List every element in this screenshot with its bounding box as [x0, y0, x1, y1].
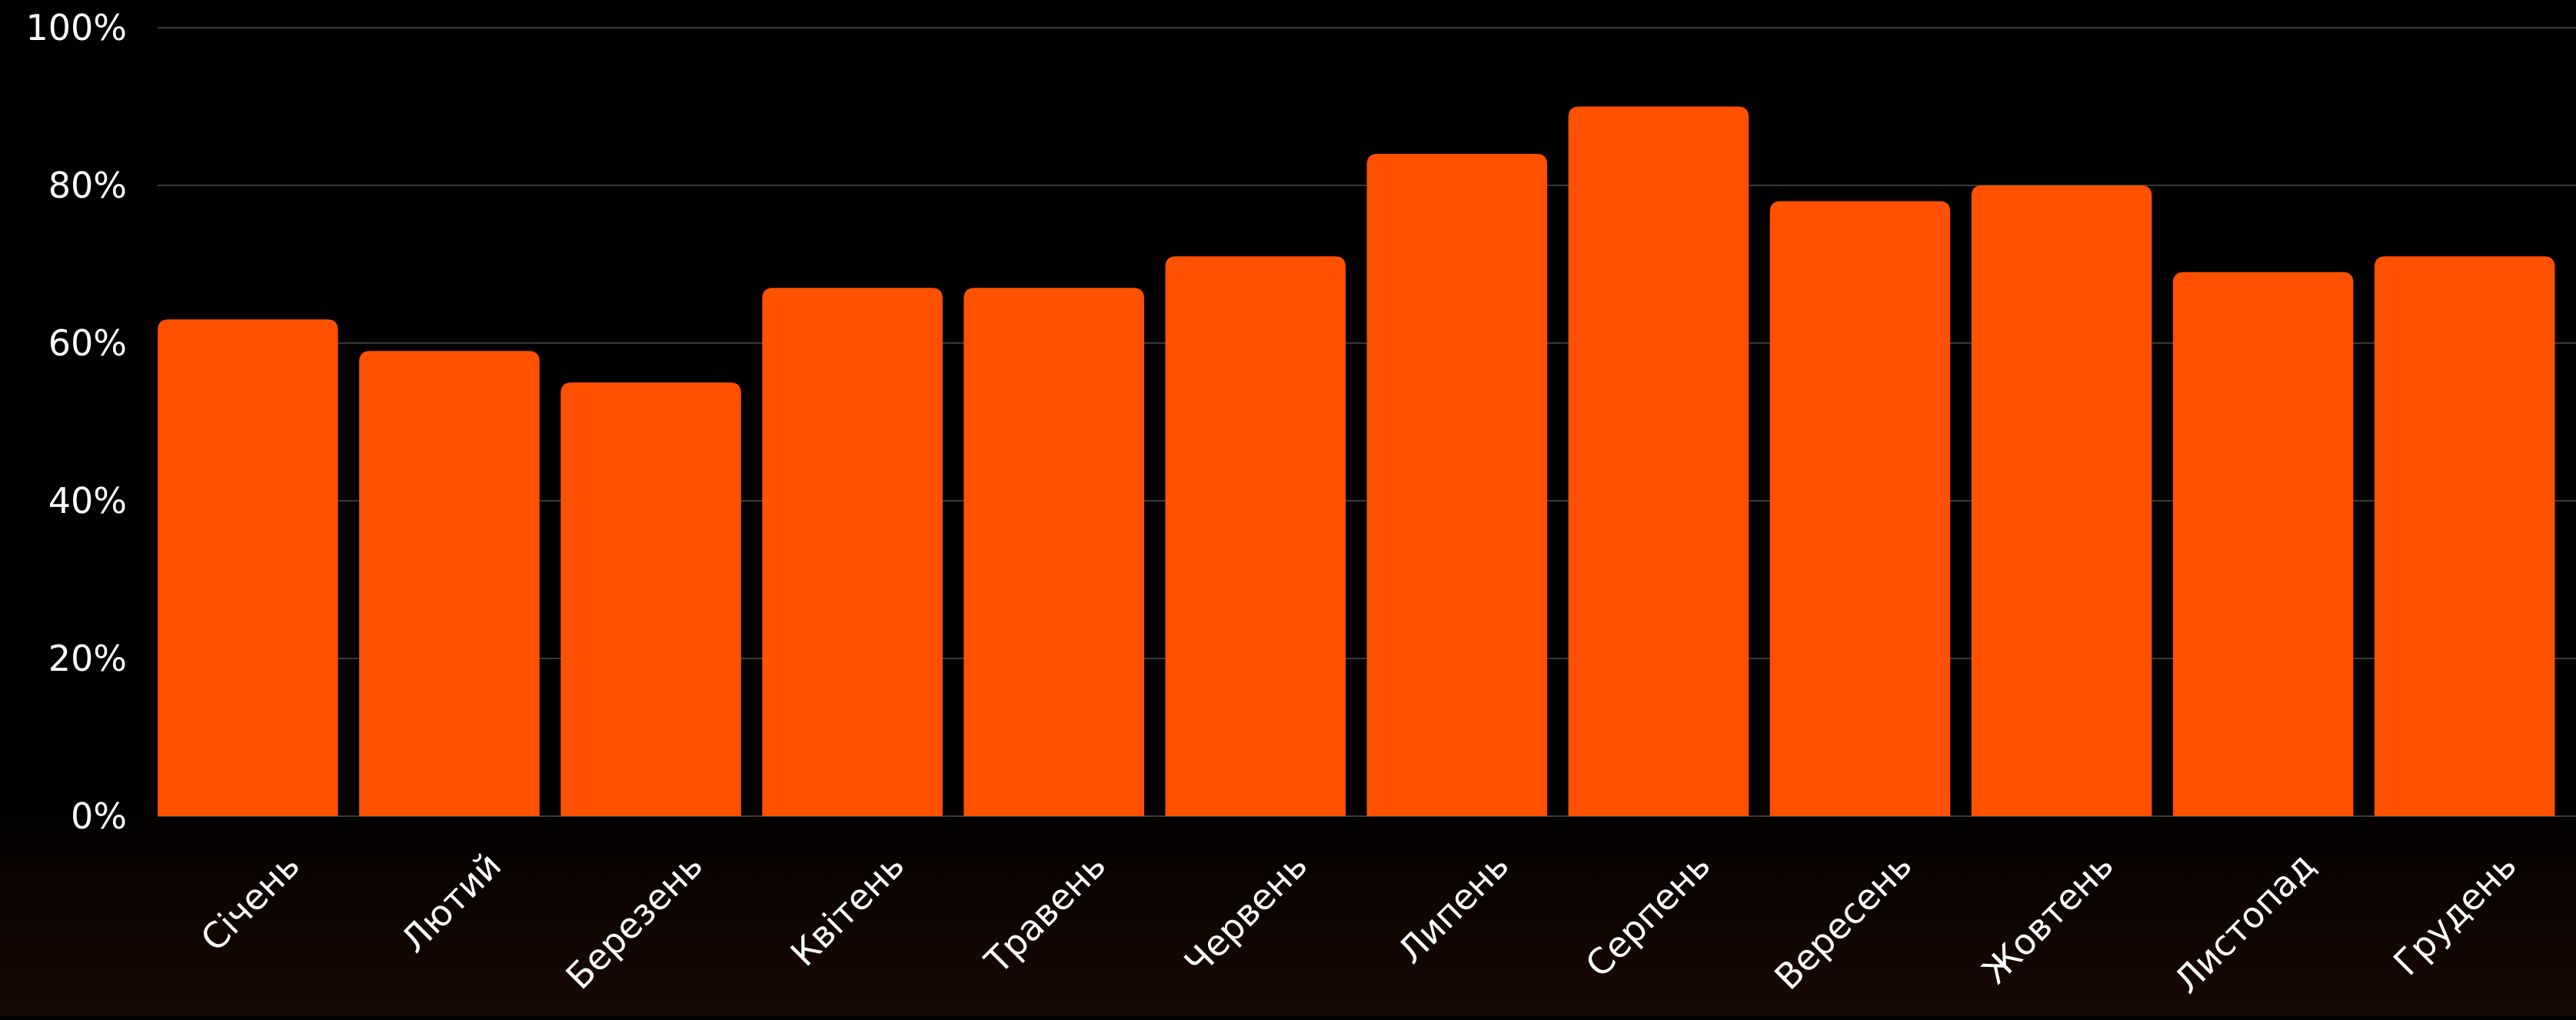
bar-9 [1769, 201, 1951, 816]
y-tick-label: 80% [48, 165, 127, 206]
x-category-label: Січень [192, 845, 308, 960]
x-category-label: Жовтень [1974, 845, 2122, 992]
x-category-label: Червень [1177, 845, 1316, 984]
bar-10 [1971, 185, 2152, 816]
bar-11 [2172, 272, 2354, 816]
x-category-label: Листопад [2166, 845, 2323, 1002]
y-tick-label: 0% [71, 795, 127, 837]
bar-4 [762, 288, 943, 816]
bar-8 [1568, 106, 1749, 816]
bars [158, 106, 2555, 816]
y-tick-label: 100% [25, 7, 127, 48]
x-category-label: Вересень [1766, 845, 1920, 998]
bar-12 [2374, 256, 2555, 816]
bar-6 [1165, 256, 1346, 816]
y-tick-label: 60% [48, 322, 127, 364]
x-category-label: Грудень [2385, 845, 2524, 984]
x-category-label: Серпень [1577, 845, 1718, 985]
x-category-label: Березень [557, 845, 711, 998]
x-category-label: Липень [1390, 845, 1516, 972]
y-tick-label: 40% [48, 480, 127, 522]
y-tick-label: 20% [48, 638, 127, 679]
bar-3 [561, 382, 741, 816]
x-category-label: Лютий [393, 845, 509, 961]
bar-2 [359, 351, 540, 816]
x-category-label: Травень [976, 845, 1113, 982]
bar-5 [964, 288, 1144, 816]
x-category-label: Квітень [782, 845, 912, 975]
bar-1 [158, 319, 338, 816]
y-axis-ticks: 0% 20% 40% 60% 80% 100% [25, 7, 127, 837]
x-axis-labels: Січень Лютий Березень Квітень Травень Червень… [192, 845, 2524, 1002]
bar-7 [1366, 154, 1548, 816]
